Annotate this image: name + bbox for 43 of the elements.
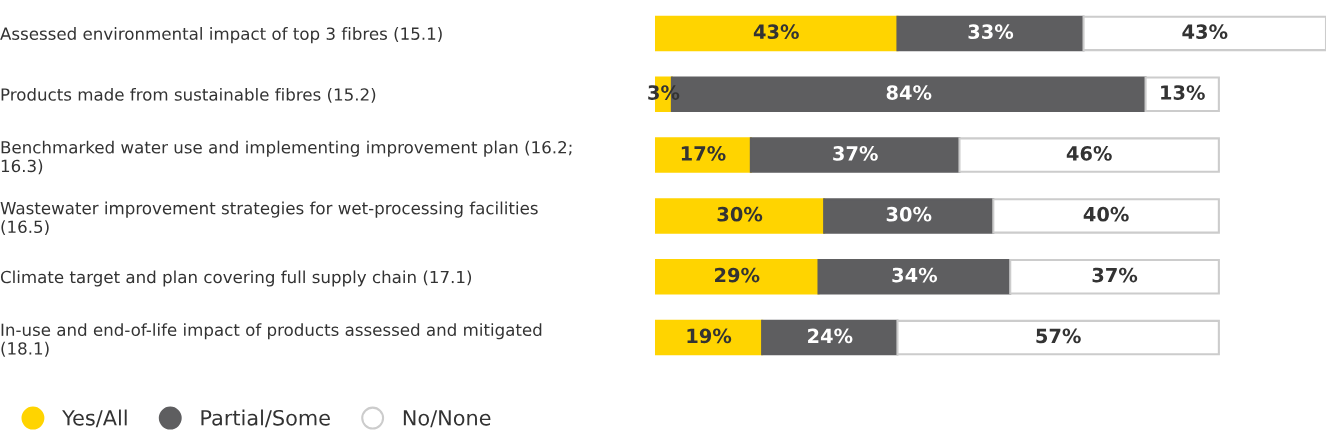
bar <box>655 137 752 173</box>
data-label: 30% <box>717 206 763 222</box>
bar <box>896 319 1220 356</box>
y-tick-label: Climate target and plan covering full supply chain (17.1) <box>0 270 472 287</box>
data-label: 29% <box>715 267 760 283</box>
bar <box>761 319 899 356</box>
y-tick-label: Assessed environmental impact of top 3 fibres (15.1) <box>0 27 442 44</box>
legend-label: Partial/Some <box>201 409 330 428</box>
data-label: 43% <box>1182 24 1228 40</box>
bar <box>1144 76 1220 113</box>
data-label: 37% <box>1092 267 1138 283</box>
bar <box>896 15 1085 52</box>
bar <box>817 258 1012 295</box>
data-label: 17% <box>681 146 726 161</box>
bar <box>655 198 826 234</box>
data-label: 19% <box>687 328 732 344</box>
y-tick-label: Benchmarked water use and implementing improvement plan (16.2; 16.3) <box>1 140 572 175</box>
y-tick-label: In-use and end-of-life impact of products assessed and mitigated (18.1) <box>1 323 542 357</box>
data-label: 57% <box>1036 328 1081 344</box>
bar <box>655 319 764 356</box>
y-tick-label: Wastewater improvement strategies for wet-processing facilities (16.5) <box>0 201 538 236</box>
bar <box>655 258 820 295</box>
data-label: 43% <box>753 24 799 40</box>
data-label: 3% <box>648 85 680 100</box>
legend-label: Yes/All <box>62 409 127 428</box>
bar <box>749 137 961 173</box>
bar <box>958 137 1220 173</box>
data-label: 30% <box>886 206 932 222</box>
bar <box>823 198 995 234</box>
bar <box>655 15 899 52</box>
data-label: 37% <box>833 146 878 161</box>
data-label: 24% <box>808 328 853 344</box>
data-label: 13% <box>1161 85 1205 100</box>
legend-label: No/None <box>403 410 491 428</box>
y-tick-label: Products made from sustainable fibres (15.2) <box>1 87 376 103</box>
data-label: 84% <box>886 85 932 100</box>
data-label: 33% <box>968 24 1014 40</box>
data-label: 46% <box>1066 146 1112 161</box>
bar <box>1009 258 1220 295</box>
data-label: 34% <box>892 267 938 283</box>
bar <box>1082 15 1326 52</box>
data-label: 40% <box>1083 206 1129 222</box>
bar <box>992 198 1220 234</box>
